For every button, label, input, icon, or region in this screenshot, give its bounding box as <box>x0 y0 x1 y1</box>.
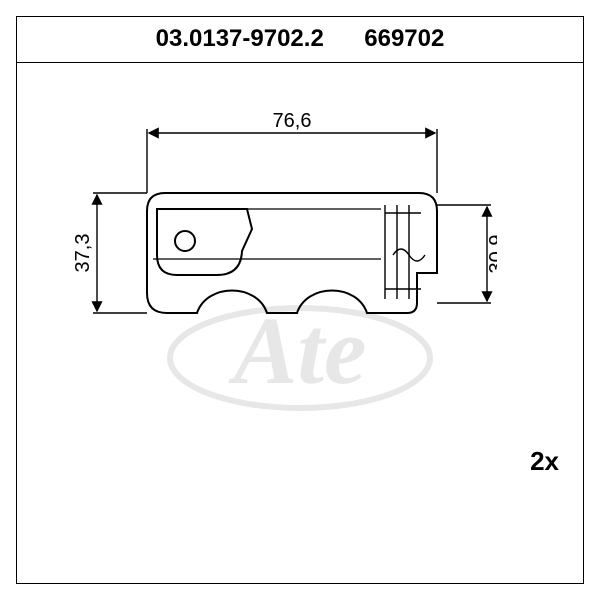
drawing-frame: 03.0137-9702.2 669702 Ate 76,637,330,9 2… <box>16 16 584 584</box>
canvas: 03.0137-9702.2 669702 Ate 76,637,330,9 2… <box>0 0 600 600</box>
technical-drawing: 76,6 37,3 30,9 <box>57 103 497 363</box>
svg-text:76,6: 76,6 <box>273 110 312 132</box>
inner: 03.0137-9702.2 669702 Ate 76,637,330,9 2… <box>17 17 583 583</box>
svg-text:37,3: 37,3 <box>72 234 94 273</box>
part-number-secondary: 669702 <box>364 25 444 53</box>
part-number-primary: 03.0137-9702.2 <box>156 25 324 53</box>
quantity-label: 2x <box>530 446 559 477</box>
drawing-area: Ate 76,637,330,9 2x <box>17 63 583 585</box>
svg-text:30,9: 30,9 <box>486 235 497 274</box>
title-bar: 03.0137-9702.2 669702 <box>17 17 583 63</box>
